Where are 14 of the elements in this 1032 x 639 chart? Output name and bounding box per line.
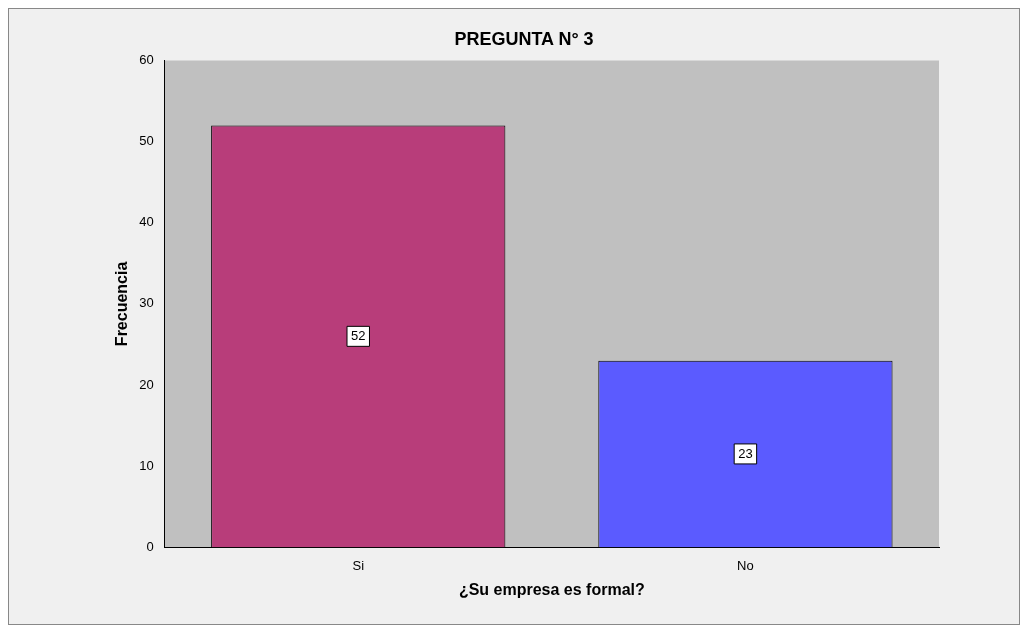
y-tick-label: 10 <box>139 457 154 473</box>
y-tick-label: 40 <box>139 214 154 230</box>
y-tick-label: 0 <box>146 538 154 554</box>
x-tick-label: No <box>737 557 754 573</box>
y-axis-title: Frecuencia <box>113 261 131 347</box>
y-tick-label: 50 <box>139 133 154 149</box>
data-label: 23 <box>738 445 753 461</box>
y-tick-label: 60 <box>139 52 154 68</box>
x-tick-label: Si <box>352 557 365 573</box>
y-tick-label: 20 <box>139 376 154 392</box>
x-axis-title: ¿Su empresa es formal? <box>458 580 645 598</box>
chart-title: PREGUNTA N° 3 <box>454 28 594 49</box>
data-label: 52 <box>351 327 366 343</box>
y-tick-label: 30 <box>139 295 154 311</box>
